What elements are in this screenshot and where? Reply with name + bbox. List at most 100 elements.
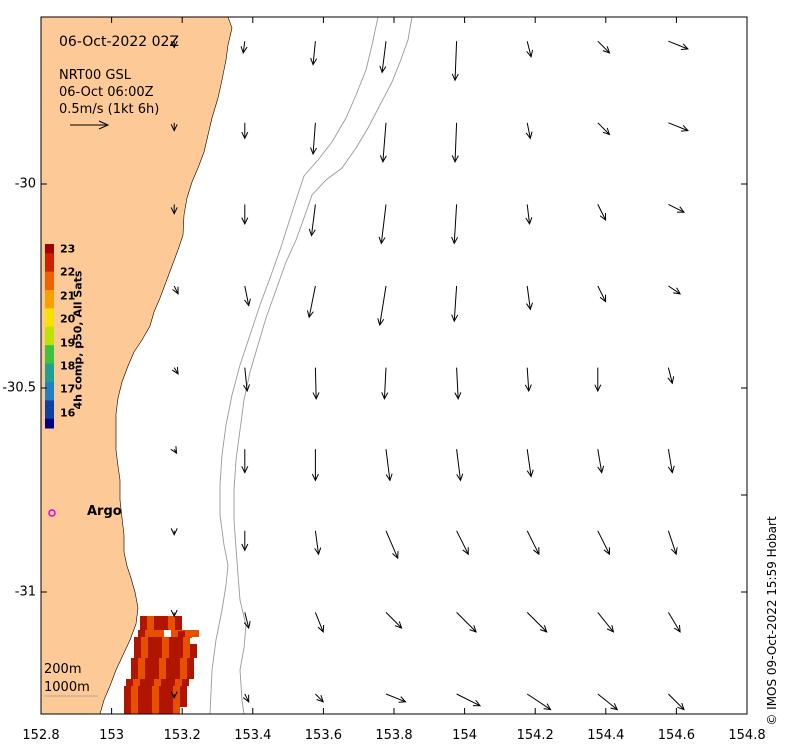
current-vector-head: [316, 695, 325, 703]
sst-pixel: [180, 658, 187, 665]
sst-pixel: [140, 616, 147, 623]
sst-pixel: [166, 700, 173, 707]
sst-pixel: [157, 630, 164, 637]
current-vector: [456, 693, 481, 707]
colorbar-segment: [45, 423, 54, 429]
current-vector: [314, 530, 320, 555]
sst-pixel: [175, 679, 182, 686]
map-date-label: 06-Oct-2022 02Z: [59, 34, 179, 50]
sst-pixel: [131, 700, 138, 707]
argo-label: Argo: [87, 504, 122, 519]
isobath-contours: [209, 16, 413, 715]
current-vector: [244, 693, 250, 703]
current-vector: [173, 285, 179, 295]
current-vector-head: [241, 131, 249, 140]
sst-pixel: [145, 693, 152, 700]
current-vector-head: [170, 124, 178, 132]
sst-pixel: [168, 623, 175, 630]
current-vector: [526, 285, 531, 310]
current-vector: [668, 122, 689, 132]
colorbar-segment: [45, 414, 54, 420]
current-vectors: [170, 40, 689, 711]
land-mass: [40, 16, 233, 715]
current-vector-head: [469, 625, 477, 633]
colorbar-segment: [45, 405, 54, 411]
sst-pixel: [145, 672, 152, 679]
sst-pixel: [155, 644, 162, 651]
sst-pixel: [134, 644, 141, 651]
isobath-1000m: [209, 16, 379, 715]
current-vector-head: [379, 155, 387, 163]
sst-pixel: [145, 658, 152, 665]
current-vector-head: [610, 703, 619, 711]
sst-pixel: [154, 616, 161, 623]
current-vector-head: [244, 298, 251, 307]
sst-pixel: [178, 631, 185, 638]
sst-pixel: [175, 623, 182, 630]
sst-pixel: [141, 644, 148, 651]
sst-pixel: [164, 630, 171, 637]
current-vector: [385, 612, 402, 629]
colorbar-segment: [45, 326, 54, 332]
sst-pixel: [161, 616, 168, 623]
current-vector: [244, 612, 250, 629]
current-vector-head: [451, 155, 459, 163]
sst-pixel: [138, 707, 145, 714]
current-vector-head: [673, 287, 682, 295]
current-vector: [380, 204, 387, 244]
sst-pixel: [173, 672, 180, 679]
current-vector-head: [310, 147, 318, 156]
current-vector-head: [242, 694, 250, 703]
sst-pixel: [173, 658, 180, 665]
colorbar-segment: [45, 253, 54, 259]
sst-pixel: [173, 686, 180, 693]
coastline: [40, 16, 233, 715]
current-vector: [667, 530, 677, 555]
current-vector-head: [241, 466, 249, 474]
colorbar-segment: [45, 400, 54, 406]
y-tick-label: -31: [14, 584, 36, 600]
sst-pixel: [173, 665, 180, 672]
sst-pixel: [134, 637, 141, 644]
current-vector-head: [306, 310, 314, 319]
sst-pixel: [152, 672, 159, 679]
current-vector-head: [670, 547, 678, 556]
colorbar-segment: [45, 386, 54, 392]
current-vector-head: [312, 392, 320, 400]
sst-pixel: [166, 686, 173, 693]
colorbar-segment: [45, 368, 54, 374]
current-vector: [382, 122, 387, 162]
sst-pixel: [187, 658, 194, 665]
current-vector-head: [379, 65, 387, 74]
current-vector-head: [533, 547, 540, 556]
current-vector-head: [451, 73, 459, 82]
colorbar-segment: [45, 248, 54, 254]
sst-pixel: [138, 630, 145, 637]
current-vector-head: [398, 696, 407, 703]
current-vector: [173, 367, 179, 375]
current-vector-head: [377, 318, 385, 327]
y-tick-label: -30.5: [2, 380, 36, 396]
current-vector-head: [170, 446, 178, 455]
sst-pixel: [162, 637, 169, 644]
colorbar-segment: [45, 372, 54, 378]
x-tick-label: 153: [99, 728, 125, 743]
sst-pixel: [133, 679, 140, 686]
current-vector-head: [451, 236, 459, 245]
current-vector: [597, 122, 610, 135]
sst-pixel: [138, 686, 145, 693]
credit-label: © IMOS 09-Oct-2022 15:59 Hobart: [765, 516, 779, 726]
colorbar-segment: [45, 290, 54, 296]
sst-pixel: [131, 693, 138, 700]
sst-pixels: [124, 616, 199, 714]
x-tick-label: 154.6: [657, 728, 695, 743]
current-vector-head: [667, 465, 675, 474]
sst-pixel: [138, 665, 145, 672]
sst-pixel: [154, 623, 161, 630]
isobath-200m-label: 200m: [44, 662, 82, 677]
current-vector: [526, 530, 540, 555]
current-vector: [454, 122, 458, 162]
current-vector-head: [524, 384, 532, 393]
sst-pixel: [176, 644, 183, 651]
sst-pixel: [138, 658, 145, 665]
